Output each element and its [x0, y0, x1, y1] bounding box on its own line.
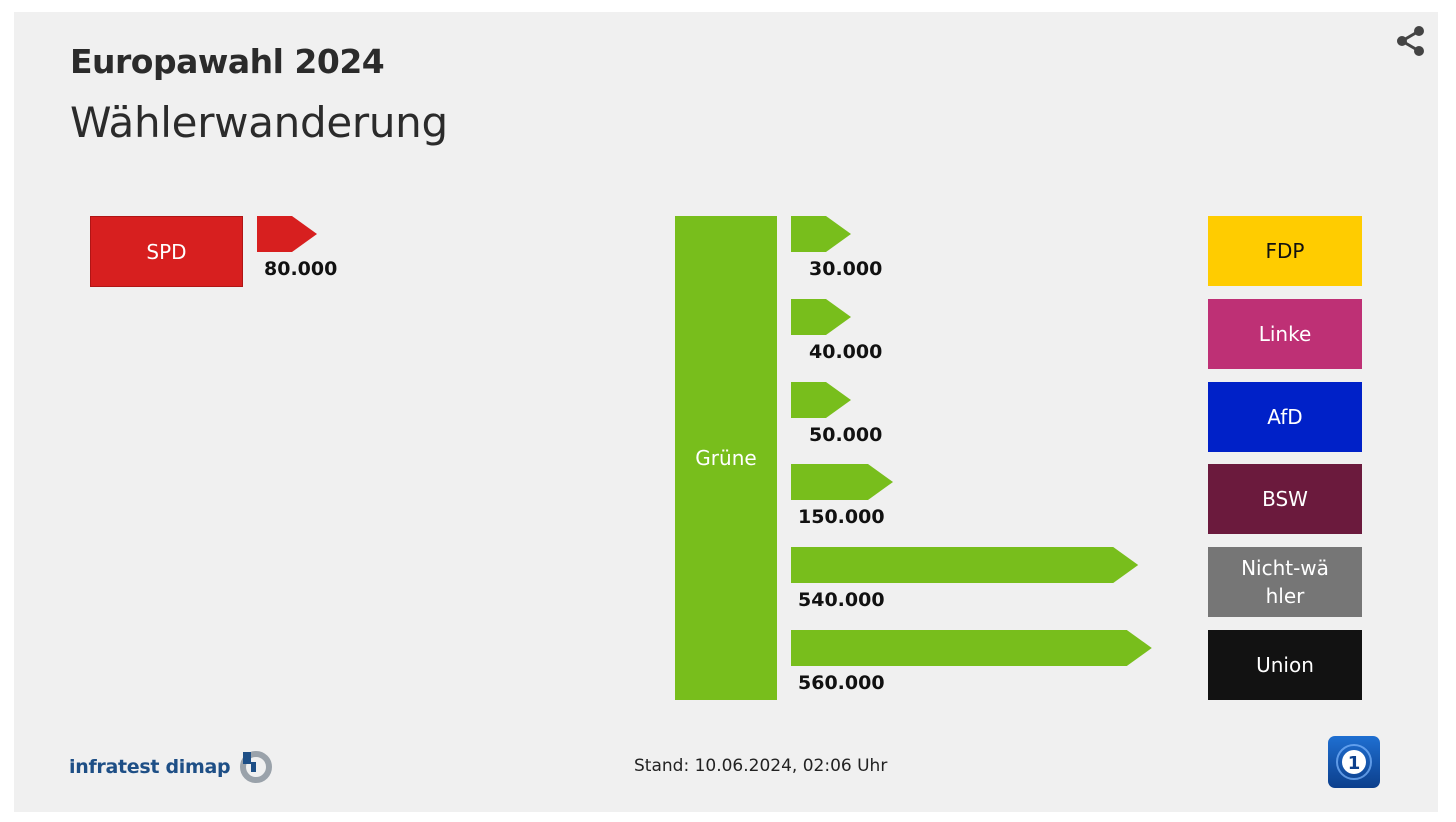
- target-label-linke: Linke: [1258, 322, 1312, 346]
- target-box-nichtwaehler: Nicht-wähler: [1208, 547, 1362, 617]
- value-label-nichtwaehler: 540.000: [798, 589, 885, 611]
- flow-arrow-fdp: [791, 216, 851, 252]
- infratest-dimap-logo: infratest dimap: [69, 749, 274, 785]
- flow-arrow-nichtwaehler: [791, 547, 1139, 583]
- flow-arrows: [257, 216, 1152, 666]
- target-label-nichtwaehler: Nicht-wähler: [1241, 556, 1329, 608]
- target-label-afd: AfD: [1267, 405, 1303, 429]
- share-icon[interactable]: [1394, 24, 1428, 58]
- value-label-afd: 50.000: [809, 424, 883, 446]
- flow-arrow-afd: [791, 382, 851, 418]
- target-label-fdp: FDP: [1265, 239, 1305, 263]
- value-label-bsw: 150.000: [798, 506, 885, 528]
- flow-arrow-union: [791, 630, 1152, 666]
- chart-card: Europawahl 2024 Wählerwanderung SPD Grün…: [14, 12, 1438, 812]
- target-label-bsw: BSW: [1262, 487, 1308, 511]
- source-box-gruene: Grüne: [675, 216, 777, 700]
- target-box-bsw: BSW: [1208, 464, 1362, 534]
- chart-title: Europawahl 2024: [70, 42, 385, 81]
- value-label-linke: 40.000: [809, 341, 883, 363]
- value-label-union: 560.000: [798, 672, 885, 694]
- chart-subtitle: Wählerwanderung: [70, 98, 448, 147]
- source-box-spd: SPD: [90, 216, 243, 287]
- svg-text:1: 1: [1348, 753, 1361, 774]
- target-box-fdp: FDP: [1208, 216, 1362, 286]
- source-label-spd: SPD: [146, 239, 187, 264]
- timestamp: Stand: 10.06.2024, 02:06 Uhr: [634, 756, 888, 776]
- flow-arrow-spd: [257, 216, 317, 252]
- value-label-spd: 80.000: [264, 258, 338, 280]
- target-label-union: Union: [1256, 653, 1314, 677]
- flow-arrow-linke: [791, 299, 851, 335]
- target-box-union: Union: [1208, 630, 1362, 700]
- brand-name: infratest dimap: [69, 756, 231, 778]
- target-box-afd: AfD: [1208, 382, 1362, 452]
- infratest-dimap-logo-icon: [240, 751, 273, 783]
- target-box-linke: Linke: [1208, 299, 1362, 369]
- flow-arrow-bsw: [791, 464, 893, 500]
- source-label-gruene: Grüne: [695, 446, 757, 470]
- tagesschau-logo-icon: 1: [1328, 736, 1380, 788]
- value-label-fdp: 30.000: [809, 258, 883, 280]
